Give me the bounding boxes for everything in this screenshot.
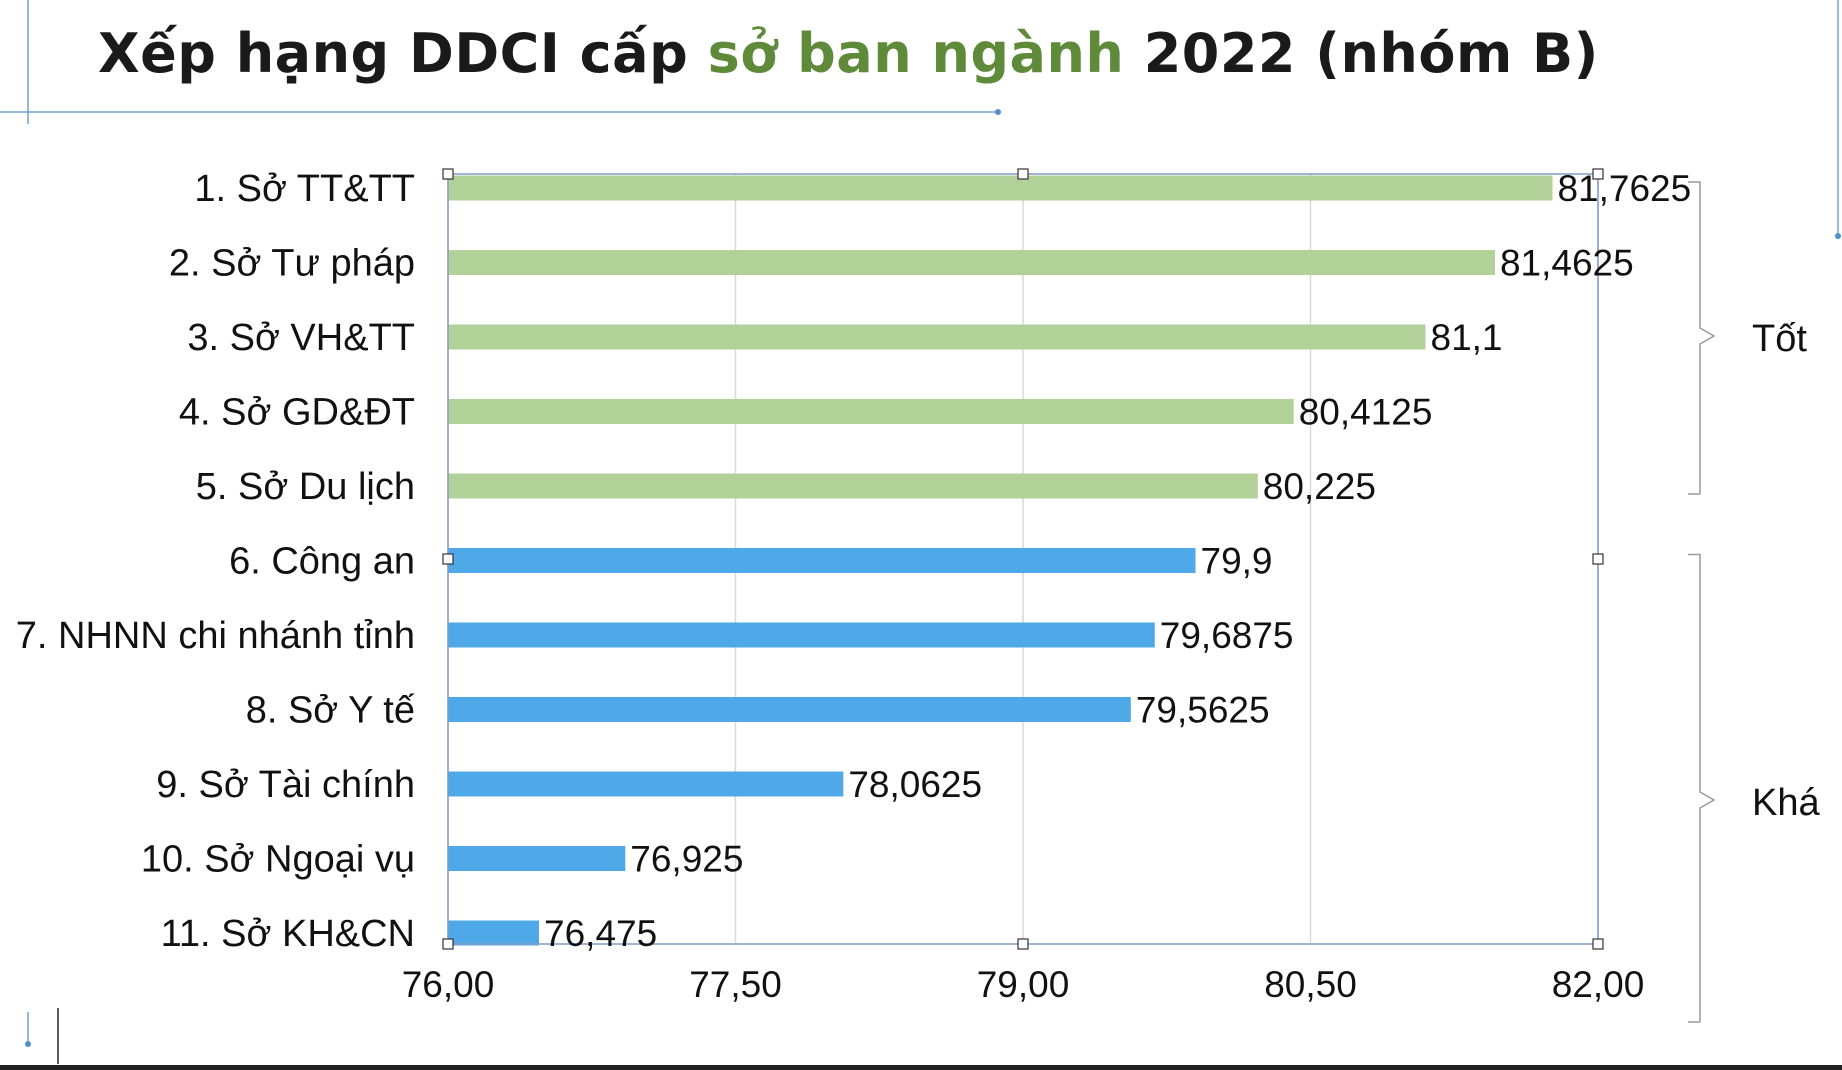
category-label-4: 4. Sở GD&ĐT — [179, 392, 415, 434]
accent-dot-bottom-left — [25, 1041, 31, 1047]
title-highlight: sở ban ngành — [707, 22, 1125, 85]
resize-handle[interactable] — [1592, 938, 1604, 950]
category-label-3: 3. Sở VH&TT — [187, 317, 415, 359]
bar-8[interactable] — [448, 697, 1131, 722]
category-label-1: 1. Sở TT&TT — [194, 168, 415, 210]
title-part-1: Xếp hạng DDCI cấp — [98, 22, 708, 85]
value-label-6: 79,9 — [1201, 541, 1273, 582]
resize-handle[interactable] — [1017, 168, 1029, 180]
bar-9[interactable] — [448, 771, 844, 797]
value-label-9: 78,0625 — [848, 764, 982, 805]
x-tick-label: 80,50 — [1264, 964, 1357, 1005]
value-label-1: 81,7625 — [1557, 168, 1691, 209]
x-tick-label: 77,50 — [689, 964, 782, 1005]
resize-handle[interactable] — [1592, 553, 1604, 565]
x-tick-label: 76,00 — [402, 964, 495, 1005]
bar-6[interactable] — [448, 548, 1196, 573]
resize-handle[interactable] — [1017, 938, 1029, 950]
title-part-2: 2022 (nhóm B) — [1124, 22, 1599, 85]
x-tick-label: 79,00 — [977, 964, 1070, 1005]
group-bracket-2 — [1688, 553, 1716, 1023]
chart-title: Xếp hạng DDCI cấp sở ban ngành 2022 (nhó… — [98, 22, 1599, 85]
x-tick-label: 82,00 — [1552, 964, 1645, 1005]
value-label-4: 80,4125 — [1299, 392, 1433, 433]
bottom-edge — [0, 1065, 1842, 1070]
category-label-5: 5. Sở Du lịch — [196, 466, 415, 508]
resize-handle[interactable] — [1592, 168, 1604, 180]
bar-2[interactable] — [448, 250, 1495, 275]
bar-3[interactable] — [448, 324, 1426, 350]
bar-4[interactable] — [448, 399, 1294, 424]
category-label-10: 10. Sở Ngoại vụ — [141, 839, 415, 881]
group-label-1: Tốt — [1752, 318, 1807, 360]
resize-handle[interactable] — [442, 553, 454, 565]
category-label-9: 9. Sở Tài chính — [156, 764, 415, 806]
group-bracket-1 — [1688, 181, 1716, 495]
value-label-10: 76,925 — [630, 839, 743, 880]
bar-10[interactable] — [448, 846, 626, 871]
category-label-2: 2. Sở Tư pháp — [169, 243, 415, 285]
value-label-8: 79,5625 — [1136, 690, 1270, 731]
value-label-2: 81,4625 — [1500, 243, 1634, 284]
underline-dot — [995, 109, 1001, 115]
value-label-11: 76,475 — [544, 913, 657, 954]
category-label-7: 7. NHNN chi nhánh tỉnh — [16, 615, 415, 657]
bar-1[interactable] — [448, 175, 1553, 201]
value-label-7: 79,6875 — [1160, 615, 1294, 656]
bar-7[interactable] — [448, 622, 1155, 648]
value-label-5: 80,225 — [1263, 466, 1376, 507]
resize-handle[interactable] — [442, 168, 454, 180]
category-label-11: 11. Sở KH&CN — [161, 913, 415, 955]
bar-11[interactable] — [448, 920, 540, 946]
group-label-2: Khá — [1752, 782, 1820, 824]
bar-5[interactable] — [448, 473, 1258, 499]
category-label-6: 6. Công an — [229, 541, 415, 583]
category-label-8: 8. Sở Y tế — [246, 690, 415, 732]
value-label-3: 81,1 — [1431, 317, 1503, 358]
resize-handle[interactable] — [442, 938, 454, 950]
accent-dot-right — [1835, 233, 1841, 239]
